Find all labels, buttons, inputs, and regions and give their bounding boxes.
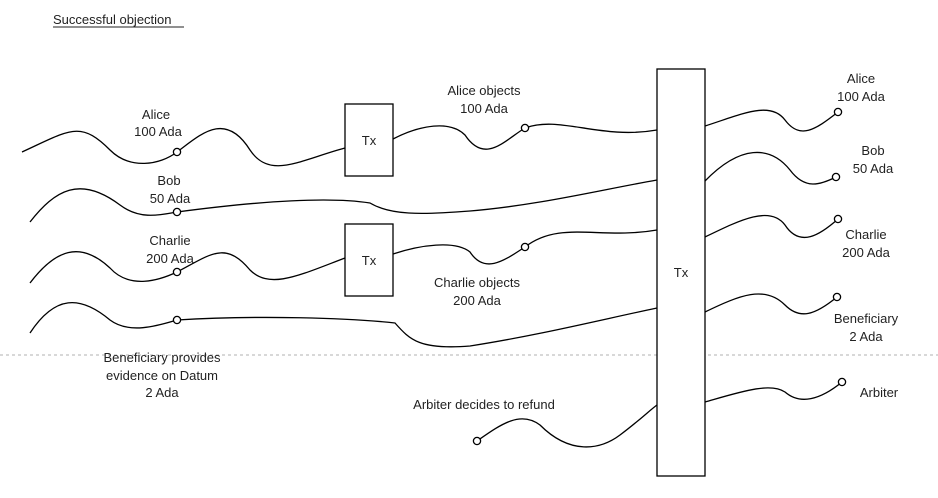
- beneficiary-output-port: [832, 292, 842, 302]
- charlie-input-amount: 200 Ada: [146, 251, 194, 266]
- bob-input-wire: [29, 179, 658, 223]
- alice-output-amount: 100 Ada: [837, 89, 885, 104]
- alice-objects-amount: 100 Ada: [460, 101, 508, 116]
- charlie-objects-port: [520, 242, 530, 252]
- charlie-tx-label: Tx: [362, 253, 377, 268]
- charlie-objects-wire: [392, 229, 658, 265]
- beneficiary-input-wire: [29, 301, 658, 348]
- beneficiary-output-wire: [704, 293, 838, 315]
- diagram-title: Successful objection: [53, 12, 172, 27]
- charlie-output-port: [833, 214, 843, 224]
- beneficiary-input-port: [172, 315, 182, 325]
- bob-output-port: [831, 172, 841, 182]
- alice-input-amount: 100 Ada: [134, 124, 182, 139]
- charlie-input-port: [172, 267, 182, 277]
- arbiter-input-wire: [476, 404, 658, 448]
- arbiter-output-port: [837, 377, 847, 387]
- bob-input-name: Bob: [157, 173, 180, 188]
- main-tx-label: Tx: [674, 265, 689, 280]
- alice-input-wire: [21, 127, 346, 167]
- arbiter-input-port: [472, 436, 482, 446]
- alice-output-wire: [704, 109, 839, 132]
- bob-output-name: Bob: [861, 143, 884, 158]
- alice-input-name: Alice: [142, 107, 170, 122]
- alice-tx-box: [344, 103, 394, 177]
- charlie-output-name: Charlie: [845, 227, 886, 242]
- beneficiary-input-line-2: evidence on Datum: [106, 368, 218, 383]
- bob-output-wire: [704, 151, 837, 185]
- beneficiary-input-amount: 2 Ada: [145, 385, 179, 400]
- beneficiary-input-line-1: Beneficiary provides: [103, 350, 221, 365]
- charlie-output-wire: [704, 214, 839, 238]
- beneficiary-output-amount: 2 Ada: [849, 329, 883, 344]
- charlie-output-amount: 200 Ada: [842, 245, 890, 260]
- arbiter-output-wire: [704, 381, 843, 403]
- alice-objects-port: [520, 123, 530, 133]
- charlie-input-name: Charlie: [149, 233, 190, 248]
- alice-input-port: [172, 147, 182, 157]
- main-tx-box: [656, 68, 706, 477]
- bob-input-port: [172, 207, 182, 217]
- charlie-tx-box: [344, 223, 394, 297]
- arbiter-input-label: Arbiter decides to refund: [413, 397, 555, 412]
- alice-objects-label: Alice objects: [448, 83, 521, 98]
- charlie-objects-amount: 200 Ada: [453, 293, 501, 308]
- bob-input-amount: 50 Ada: [150, 191, 191, 206]
- bob-output-amount: 50 Ada: [853, 161, 894, 176]
- alice-output-port: [833, 107, 843, 117]
- alice-tx-label: Tx: [362, 133, 377, 148]
- arbiter-output-name: Arbiter: [860, 385, 899, 400]
- alice-output-name: Alice: [847, 71, 875, 86]
- charlie-objects-label: Charlie objects: [434, 275, 520, 290]
- beneficiary-output-name: Beneficiary: [834, 311, 899, 326]
- alice-objects-wire: [392, 123, 658, 150]
